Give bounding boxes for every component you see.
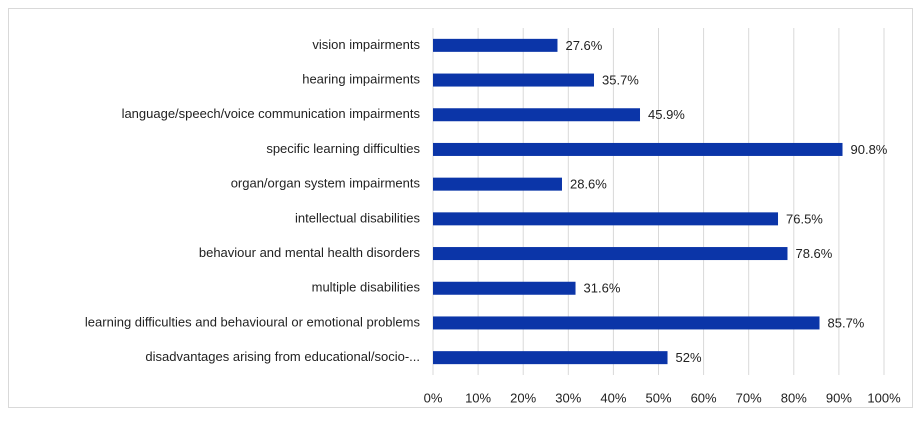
data-label: 78.6%: [795, 246, 832, 261]
y-tick-label: intellectual disabilities: [295, 210, 421, 225]
data-label: 35.7%: [602, 72, 639, 87]
x-tick-label: 30%: [555, 390, 581, 405]
bar: [433, 177, 562, 191]
y-tick-label: organ/organ system impairments: [231, 176, 421, 191]
y-tick-label: hearing impairments: [302, 71, 420, 86]
y-tick-label: disadvantages arising from educational/s…: [145, 349, 420, 364]
x-tick-label: 70%: [736, 390, 762, 405]
x-tick-label: 50%: [645, 390, 671, 405]
x-tick-label: 100%: [867, 390, 901, 405]
bar: [433, 212, 779, 226]
x-tick-label: 20%: [510, 390, 536, 405]
x-tick-label: 80%: [781, 390, 807, 405]
bar: [433, 73, 595, 87]
data-label: 85.7%: [828, 315, 865, 330]
data-label: 52%: [676, 350, 702, 365]
data-label: 31.6%: [584, 281, 621, 296]
y-tick-label: learning difficulties and behavioural or…: [85, 314, 421, 329]
y-tick-label: language/speech/voice communication impa…: [122, 106, 421, 121]
y-tick-label: vision impairments: [312, 37, 420, 52]
chart-frame: [8, 8, 913, 408]
x-tick-label: 40%: [600, 390, 626, 405]
bar: [433, 142, 843, 156]
bar: [433, 351, 668, 365]
data-label: 90.8%: [851, 142, 888, 157]
data-label: 76.5%: [786, 211, 823, 226]
y-tick-label: multiple disabilities: [312, 280, 421, 295]
x-tick-label: 90%: [826, 390, 852, 405]
bar: [433, 281, 576, 295]
x-tick-label: 0%: [424, 390, 443, 405]
data-label: 27.6%: [565, 38, 602, 53]
bar: [433, 38, 558, 52]
data-label: 45.9%: [648, 107, 685, 122]
bar: [433, 316, 820, 330]
data-label: 28.6%: [570, 177, 607, 192]
x-tick-label: 10%: [465, 390, 491, 405]
bar: [433, 108, 641, 122]
y-tick-label: behaviour and mental health disorders: [199, 245, 421, 260]
bar: [433, 247, 788, 261]
x-tick-label: 60%: [691, 390, 717, 405]
y-tick-label: specific learning difficulties: [266, 141, 420, 156]
